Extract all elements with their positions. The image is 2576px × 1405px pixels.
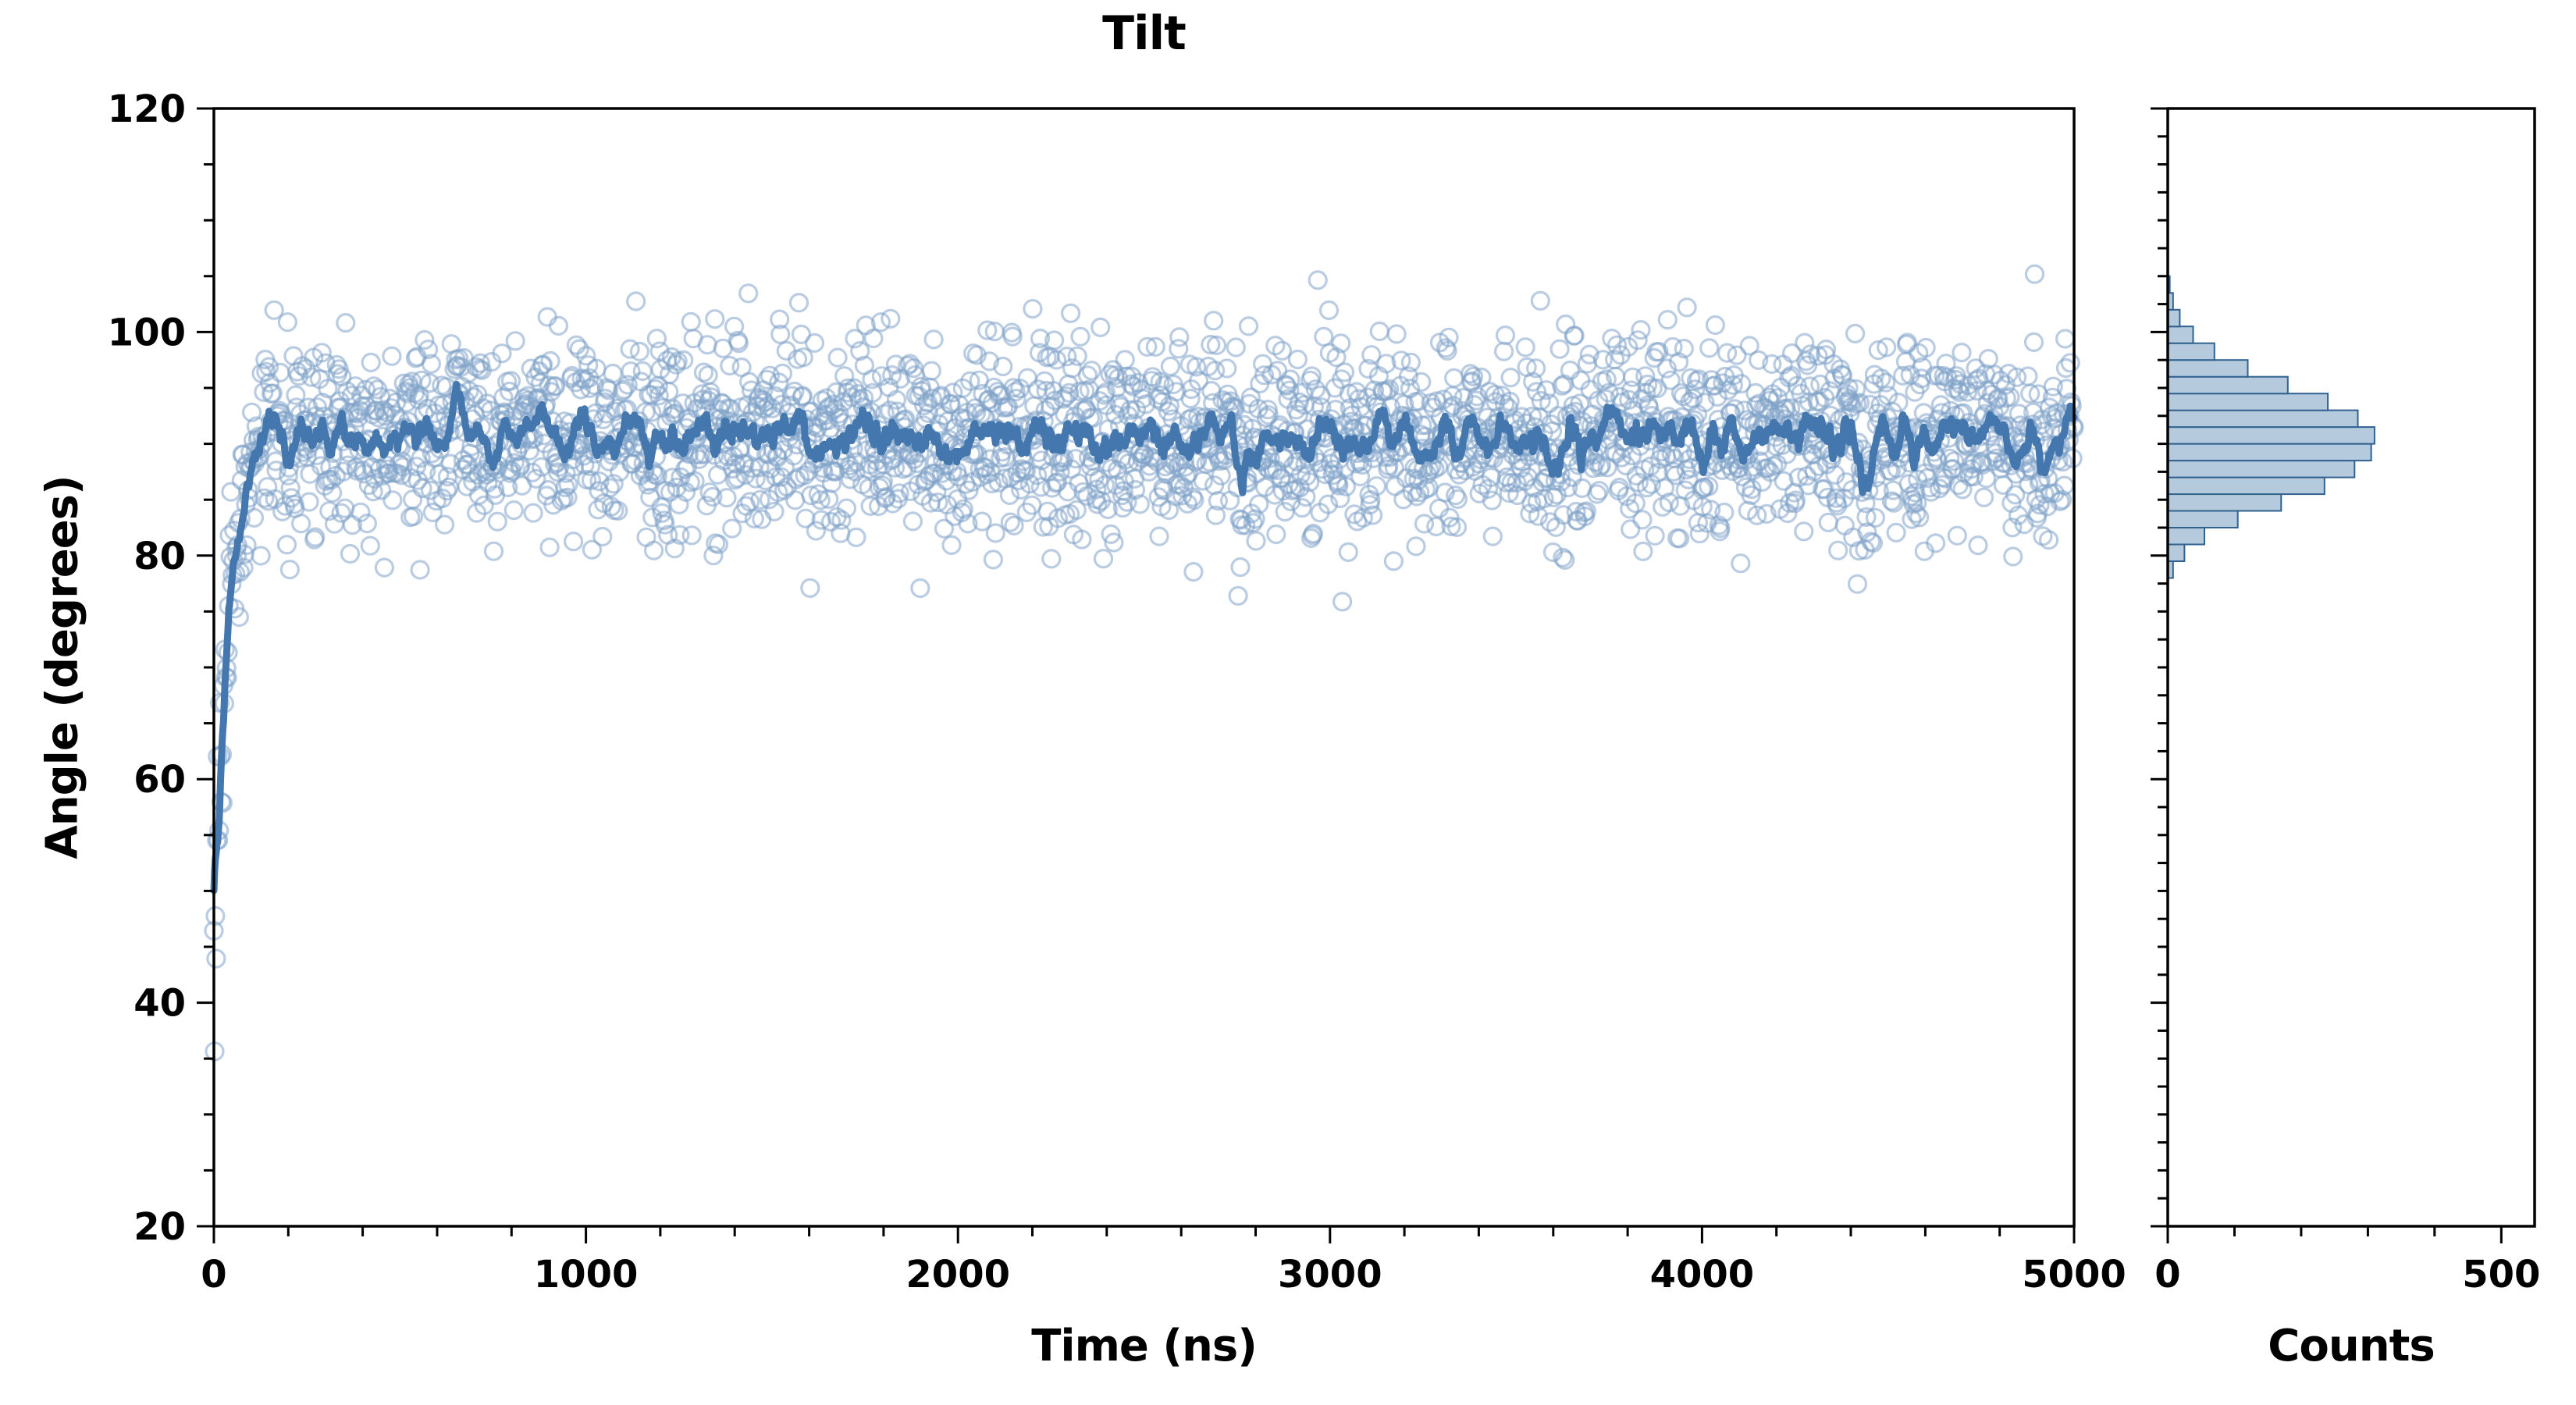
hist-x-tick-label: 500 [2462, 1253, 2540, 1297]
y-tick-label: 60 [133, 758, 186, 802]
histogram-bar [2167, 375, 2289, 395]
hist-x-axis-label: Counts [2268, 1321, 2435, 1371]
hist-axes-frame [2166, 107, 2536, 1228]
x-tick-label: 3000 [1278, 1253, 1382, 1297]
histogram-bar [2167, 527, 2205, 546]
y-tick-label: 20 [133, 1205, 186, 1249]
histogram-bar [2167, 308, 2181, 328]
histogram-bar [2167, 443, 2372, 462]
y-tick-label: 40 [133, 982, 186, 1026]
scatter-series [204, 264, 2084, 1062]
main-axes-frame [212, 107, 2076, 1228]
x-tick-label: 0 [201, 1253, 226, 1297]
x-tick-label: 4000 [1650, 1253, 1755, 1297]
y-tick-label: 120 [108, 87, 186, 131]
x-tick-label: 5000 [2022, 1253, 2126, 1297]
histogram-bar [2167, 510, 2239, 528]
histogram-bar [2167, 460, 2356, 478]
histogram-bar [2167, 476, 2325, 496]
histogram-bar [2167, 325, 2194, 344]
histogram-bar [2167, 543, 2186, 562]
histogram-bar [2167, 409, 2359, 429]
histogram-bar [2167, 359, 2249, 378]
histogram-bar [2167, 493, 2282, 512]
histogram-bars [2167, 275, 2375, 579]
running-average-line [210, 380, 2078, 895]
histogram-bar [2167, 426, 2375, 445]
x-tick-label: 1000 [534, 1253, 639, 1297]
axes-frames [212, 107, 2536, 1228]
x-tick-label: 2000 [906, 1253, 1010, 1297]
tick-labels: 0 1000 2000 3000 4000 5000 20 40 60 80 100 120 0 500 [108, 87, 2541, 1297]
histogram-bar [2167, 342, 2215, 361]
histogram-bar [2167, 393, 2329, 411]
axis-ticks [197, 107, 2503, 1243]
chart-title: Tilt [1102, 6, 1187, 61]
x-axis-label: Time (ns) [1031, 1321, 1258, 1371]
hist-x-tick-label: 0 [2154, 1253, 2180, 1297]
y-tick-label: 80 [133, 535, 186, 578]
y-tick-label: 100 [108, 311, 186, 354]
